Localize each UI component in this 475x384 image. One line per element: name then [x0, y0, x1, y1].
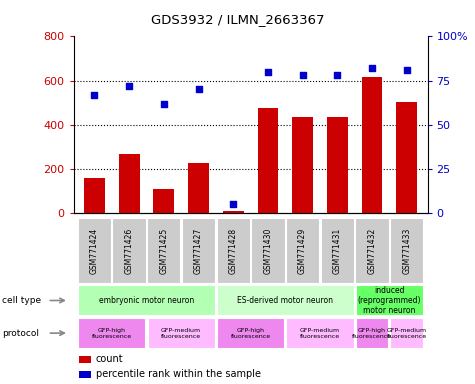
Text: GSM771429: GSM771429: [298, 227, 307, 274]
Bar: [217, 285, 353, 316]
Bar: [292, 117, 313, 213]
Bar: [148, 318, 215, 348]
Bar: [78, 218, 111, 283]
Point: [91, 92, 98, 98]
Text: GFP-medium
fluorescence: GFP-medium fluorescence: [300, 328, 340, 339]
Point: [195, 86, 202, 93]
Point: [264, 69, 272, 75]
Text: GFP-high
fluorescence: GFP-high fluorescence: [352, 328, 392, 339]
Bar: [223, 211, 244, 213]
Bar: [390, 218, 423, 283]
Text: GSM771424: GSM771424: [90, 227, 99, 274]
Point: [125, 83, 133, 89]
Bar: [321, 218, 354, 283]
Bar: [356, 318, 388, 348]
Text: GFP-high
fluorescence: GFP-high fluorescence: [230, 328, 271, 339]
Bar: [257, 108, 278, 213]
Bar: [327, 117, 348, 213]
Point: [368, 65, 376, 71]
Bar: [361, 77, 382, 213]
Point: [403, 67, 410, 73]
Point: [160, 101, 168, 107]
Text: induced
(reprogrammed)
motor neuron: induced (reprogrammed) motor neuron: [358, 286, 421, 315]
Bar: [286, 318, 353, 348]
Bar: [396, 102, 417, 213]
Text: GSM771431: GSM771431: [333, 227, 342, 274]
Bar: [78, 371, 91, 378]
Bar: [84, 178, 105, 213]
Text: GSM771427: GSM771427: [194, 227, 203, 274]
Bar: [217, 218, 250, 283]
Text: protocol: protocol: [2, 329, 39, 338]
Bar: [356, 285, 423, 316]
Bar: [251, 218, 285, 283]
Bar: [355, 218, 389, 283]
Point: [229, 201, 237, 207]
Text: GDS3932 / ILMN_2663367: GDS3932 / ILMN_2663367: [151, 13, 324, 26]
Bar: [182, 218, 215, 283]
Text: GFP-high
fluorescence: GFP-high fluorescence: [92, 328, 132, 339]
Text: GSM771425: GSM771425: [159, 227, 168, 274]
Text: embryonic motor neuron: embryonic motor neuron: [99, 296, 194, 305]
Text: GSM771430: GSM771430: [264, 227, 272, 274]
Text: GSM771432: GSM771432: [368, 227, 377, 274]
Text: cell type: cell type: [2, 296, 41, 305]
Bar: [153, 189, 174, 213]
Bar: [78, 285, 215, 316]
Text: count: count: [96, 354, 124, 364]
Bar: [78, 356, 91, 363]
Point: [333, 72, 341, 78]
Bar: [390, 318, 423, 348]
Bar: [188, 164, 209, 213]
Bar: [147, 218, 180, 283]
Text: GFP-medium
fluorescence: GFP-medium fluorescence: [387, 328, 427, 339]
Bar: [119, 154, 140, 213]
Point: [299, 72, 306, 78]
Text: ES-derived motor neuron: ES-derived motor neuron: [237, 296, 333, 305]
Bar: [217, 318, 284, 348]
Text: GSM771428: GSM771428: [229, 227, 238, 274]
Bar: [286, 218, 319, 283]
Text: GFP-medium
fluorescence: GFP-medium fluorescence: [161, 328, 201, 339]
Bar: [78, 318, 145, 348]
Text: percentile rank within the sample: percentile rank within the sample: [96, 369, 261, 379]
Bar: [113, 218, 146, 283]
Text: GSM771426: GSM771426: [124, 227, 133, 274]
Text: GSM771433: GSM771433: [402, 227, 411, 274]
